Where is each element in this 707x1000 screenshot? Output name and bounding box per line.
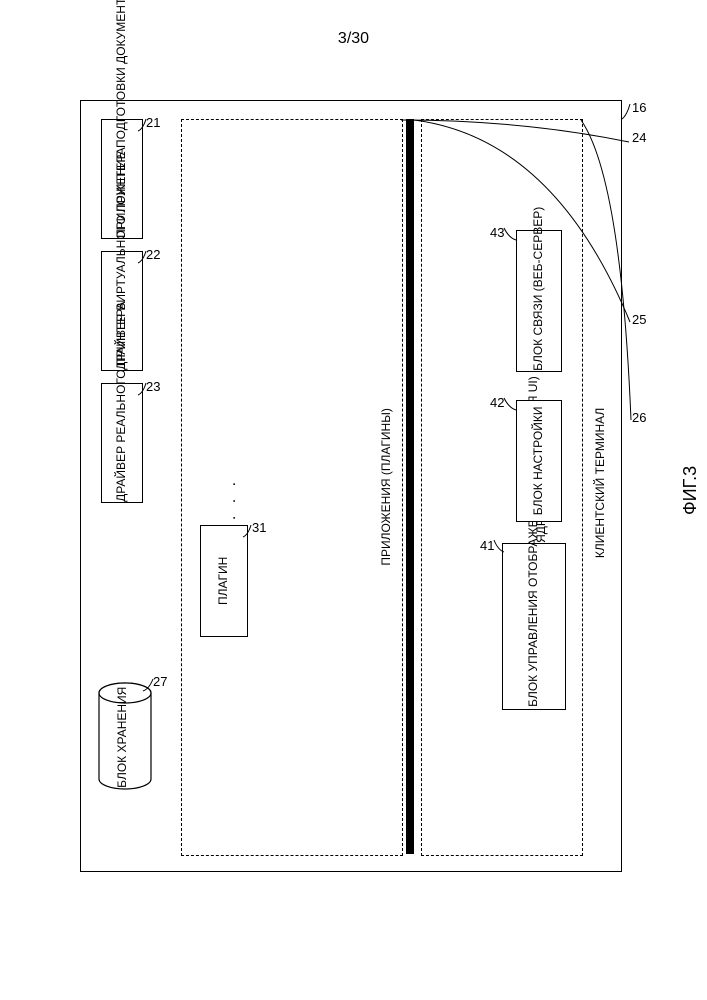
leader-41 bbox=[492, 540, 506, 554]
settings-block-box: БЛОК НАСТРОЙКИ bbox=[516, 400, 562, 522]
rprinter-text: ДРАЙВЕР РЕАЛЬНОГО ПРИНТЕРА bbox=[114, 302, 128, 502]
plugin-ellipsis: . . . bbox=[222, 478, 240, 520]
storage-label: БЛОК ХРАНЕНИЯ bbox=[116, 688, 130, 788]
figure-caption: ФИГ.3 bbox=[680, 466, 701, 515]
page: 3/30 ФИГ.3 16 КЛИЕНТСКИЙ ТЕРМИНАЛ ПРИЛОЖ… bbox=[0, 0, 707, 1000]
page-number: 3/30 bbox=[0, 30, 707, 48]
leader-31 bbox=[243, 525, 255, 539]
leader-42 bbox=[502, 398, 518, 412]
rprinter-box: ДРАЙВЕР РЕАЛЬНОГО ПРИНТЕРА bbox=[101, 383, 143, 503]
plugin-label: ПЛАГИН bbox=[217, 531, 231, 631]
api-bar bbox=[406, 119, 414, 854]
leader-26 bbox=[581, 118, 639, 426]
leader-27 bbox=[143, 679, 157, 693]
ui-block-label: БЛОК УПРАВЛЕНИЯ ОТОБРАЖЕНИЕМ (УПРАВЛЕНИЯ… bbox=[527, 546, 541, 706]
settings-block-label: БЛОК НАСТРОЙКИ bbox=[532, 401, 546, 521]
plugin-box: ПЛАГИН bbox=[200, 525, 248, 637]
rprinter-label: ДРАЙВЕР РЕАЛЬНОГО ПРИНТЕРА bbox=[115, 384, 129, 502]
apps-layer-box: ПРИЛОЖЕНИЯ (ПЛАГИНЫ) ПЛАГИН 31 . . . bbox=[181, 119, 403, 856]
ui-block-box: БЛОК УПРАВЛЕНИЯ ОТОБРАЖЕНИЕМ (УПРАВЛЕНИЯ… bbox=[502, 543, 566, 710]
leader-23 bbox=[138, 383, 150, 397]
leader-21 bbox=[138, 119, 150, 133]
leader-22 bbox=[138, 251, 150, 265]
apps-layer-label: ПРИЛОЖЕНИЯ (ПЛАГИНЫ) bbox=[380, 397, 394, 577]
